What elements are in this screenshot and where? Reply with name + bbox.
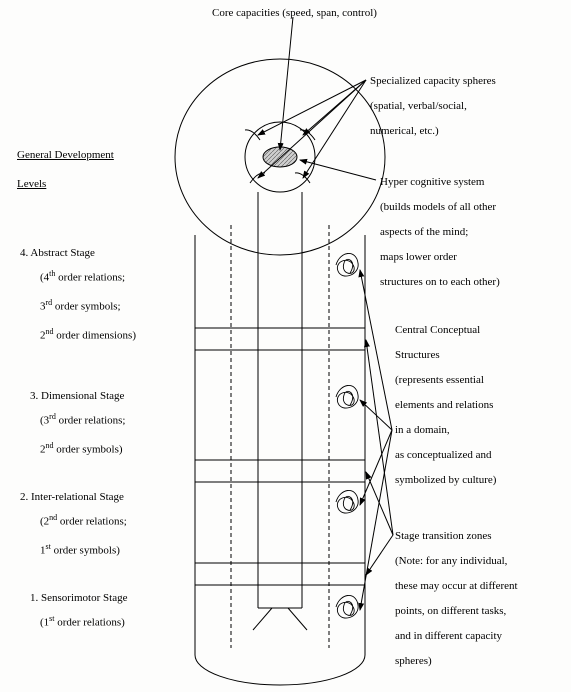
annotation-1-4: structures on to each other)	[380, 274, 500, 292]
stage-sub-2-1: 1st order symbols)	[40, 541, 120, 560]
annotation-3-4: and in different capacity	[395, 628, 502, 646]
header-line2: Levels	[17, 176, 46, 194]
annotation-2-1: Structures	[395, 347, 440, 365]
stage-sub-0-1: 3rd order symbols;	[40, 297, 121, 316]
annotation-3-2: these may occur at different	[395, 578, 518, 596]
annotation-0-1: (spatial, verbal/social,	[370, 98, 467, 116]
stage-sub-1-0: (3rd order relations;	[40, 411, 126, 430]
annotation-3-1: (Note: for any individual,	[395, 553, 507, 571]
annotation-1-2: aspects of the mind;	[380, 224, 468, 242]
annotation-2-4: in a domain,	[395, 422, 450, 440]
annotation-2-0: Central Conceptual	[395, 322, 480, 340]
annotation-0-2: numerical, etc.)	[370, 123, 439, 141]
annotation-2-6: symbolized by culture)	[395, 472, 496, 490]
stage-title-2: 2. Inter-relational Stage	[20, 489, 124, 507]
stage-sub-3-0: (1st order relations)	[40, 613, 125, 632]
annotation-2-5: as conceptualized and	[395, 447, 492, 465]
annotation-0-0: Specialized capacity spheres	[370, 73, 496, 91]
annotation-2-3: elements and relations	[395, 397, 493, 415]
annotation-3-3: points, on different tasks,	[395, 603, 506, 621]
stage-sub-1-1: 2nd order symbols)	[40, 440, 123, 459]
stage-sub-2-0: (2nd order relations;	[40, 512, 127, 531]
stage-title-1: 3. Dimensional Stage	[30, 388, 124, 406]
annotation-1-3: maps lower order	[380, 249, 457, 267]
stage-sub-0-2: 2nd order dimensions)	[40, 326, 136, 345]
header-line1: General Development	[17, 147, 114, 165]
annotation-1-1: (builds models of all other	[380, 199, 496, 217]
annotation-3-0: Stage transition zones	[395, 528, 492, 546]
stage-title-0: 4. Abstract Stage	[20, 245, 95, 263]
core-capacities-label: Core capacities (speed, span, control)	[212, 5, 377, 23]
annotation-3-5: spheres)	[395, 653, 432, 671]
stage-sub-0-0: (4th order relations;	[40, 268, 125, 287]
annotation-1-0: Hyper cognitive system	[380, 174, 484, 192]
annotation-2-2: (represents essential	[395, 372, 484, 390]
stage-title-3: 1. Sensorimotor Stage	[30, 590, 127, 608]
